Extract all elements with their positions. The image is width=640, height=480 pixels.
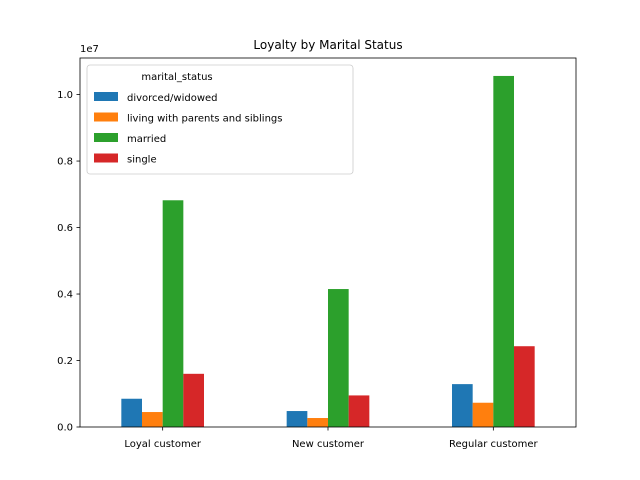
bar	[493, 75, 514, 427]
x-axis: Loyal customer New customer Regular custom…	[124, 427, 539, 450]
bar	[307, 418, 328, 427]
bar	[183, 373, 204, 427]
bars-group	[121, 75, 535, 427]
y-axis: 0.0 0.2 0.4 0.6 0.8 1.0	[57, 90, 80, 434]
legend-label: married	[127, 134, 166, 145]
bar	[348, 395, 370, 427]
legend-label: single	[127, 155, 157, 166]
bar	[121, 398, 142, 427]
y-axis-offset-label: 1e7	[80, 44, 99, 55]
bar	[286, 411, 308, 427]
chart-title: Loyalty by Marital Status	[253, 38, 402, 52]
y-tick-label: 0.8	[57, 157, 73, 168]
legend-swatch	[94, 133, 118, 142]
bar	[142, 412, 163, 427]
bar	[162, 200, 184, 427]
y-tick-label: 0.6	[57, 223, 73, 234]
bar	[452, 384, 473, 427]
x-tick-label: New customer	[292, 439, 365, 450]
y-tick-label: 0.0	[57, 423, 73, 434]
y-tick-label: 1.0	[57, 90, 73, 101]
plot-frame	[79, 57, 577, 428]
y-tick-label: 0.4	[57, 290, 73, 301]
y-tick-label: 0.2	[57, 356, 73, 367]
legend-label: divorced/widowed	[127, 93, 218, 104]
legend-swatch	[94, 112, 118, 122]
bar	[472, 402, 494, 427]
legend-title: marital_status	[141, 72, 212, 83]
legend: marital_status divorced/widowed living wit…	[86, 64, 354, 175]
x-tick-label: Regular customer	[449, 439, 539, 450]
legend-swatch	[94, 92, 118, 101]
bar	[514, 346, 535, 427]
legend-label: living with parents and siblings	[127, 114, 282, 125]
x-tick-label: Loyal customer	[124, 439, 201, 450]
bar	[328, 289, 349, 427]
legend-box	[86, 64, 354, 175]
legend-swatch	[94, 153, 118, 163]
